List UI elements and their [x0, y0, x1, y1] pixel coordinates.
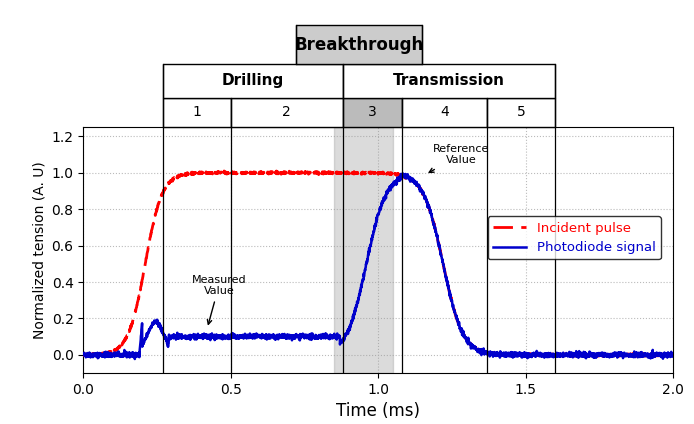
- Incident pulse: [181, 171, 189, 176]
- Photodiode signal: [130, 357, 139, 362]
- Text: Breakthrough: Breakthrough: [294, 36, 423, 53]
- Incident pulse: [220, 168, 228, 173]
- Bar: [334, 127, 393, 373]
- Photodiode signal: [305, 337, 314, 342]
- Text: 4: 4: [440, 105, 449, 120]
- Photodiode signal: [182, 333, 190, 338]
- Photodiode signal: [331, 335, 339, 340]
- Photodiode signal: [398, 171, 407, 176]
- Legend: Incident pulse, Photodiode signal: Incident pulse, Photodiode signal: [488, 216, 661, 259]
- Line: Incident pulse: Incident pulse: [83, 171, 673, 357]
- Y-axis label: Normalized tension (A. U): Normalized tension (A. U): [32, 161, 46, 339]
- Text: Reference
Value: Reference Value: [429, 144, 489, 173]
- X-axis label: Time (ms): Time (ms): [336, 402, 421, 421]
- Photodiode signal: [669, 353, 677, 358]
- Incident pulse: [305, 170, 314, 175]
- Text: 5: 5: [517, 105, 525, 120]
- Incident pulse: [79, 353, 87, 358]
- Text: Drilling: Drilling: [222, 73, 284, 88]
- Photodiode signal: [658, 351, 666, 357]
- Incident pulse: [658, 352, 666, 357]
- Text: Transmission: Transmission: [393, 73, 505, 88]
- Incident pulse: [669, 353, 677, 358]
- Incident pulse: [331, 171, 339, 176]
- Incident pulse: [651, 354, 659, 359]
- Text: Measured
Value: Measured Value: [192, 275, 246, 324]
- Photodiode signal: [79, 352, 87, 357]
- Incident pulse: [146, 234, 155, 239]
- Photodiode signal: [146, 325, 155, 330]
- Incident pulse: [594, 352, 602, 357]
- Text: 2: 2: [282, 105, 291, 120]
- Text: 1: 1: [192, 105, 201, 120]
- Line: Photodiode signal: Photodiode signal: [83, 173, 673, 359]
- Photodiode signal: [594, 351, 602, 356]
- Text: 3: 3: [368, 105, 377, 120]
